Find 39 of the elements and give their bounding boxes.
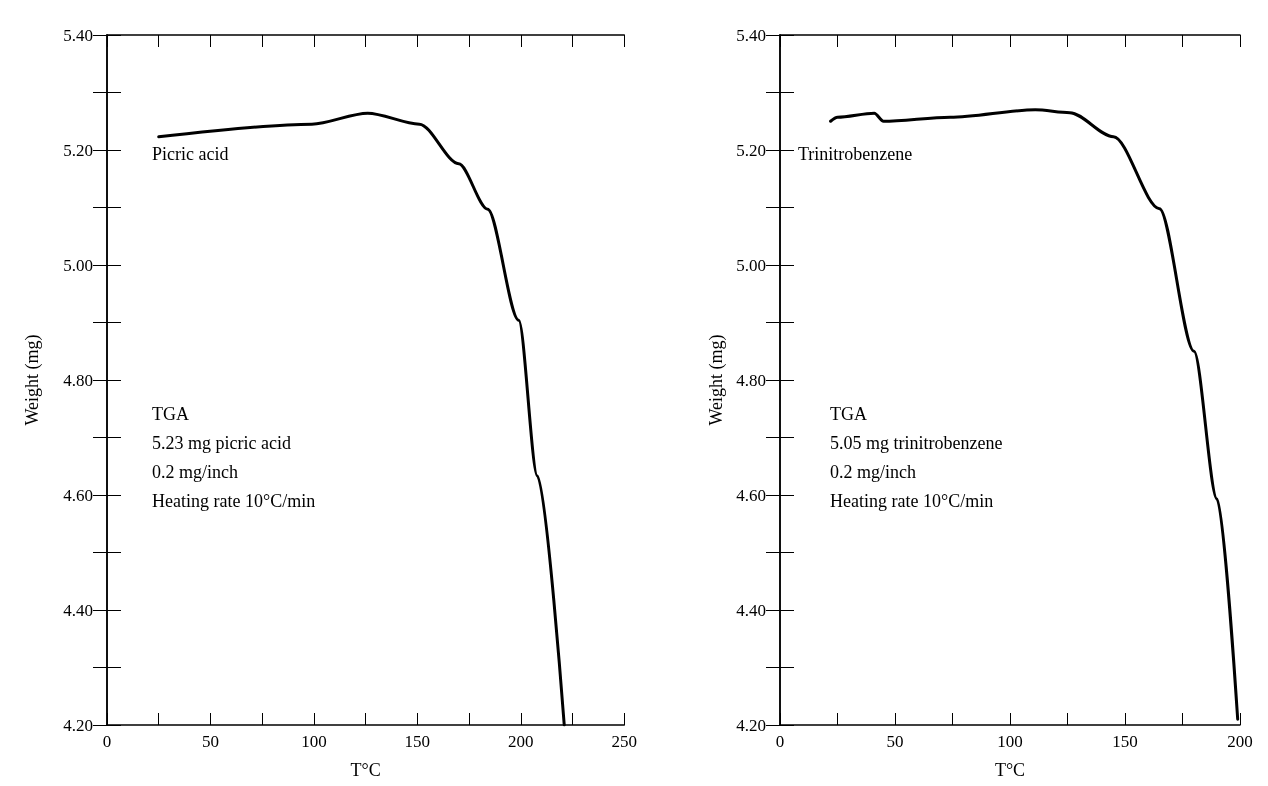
y-axis-title: Weight (mg) <box>706 334 728 426</box>
y-axis-title: Weight (mg) <box>22 334 43 426</box>
x-tick-label: 50 <box>886 732 904 751</box>
y-tick-label: 5.40 <box>63 25 93 45</box>
x-tick-label: 100 <box>301 732 327 751</box>
annotation: 5.23 mg picric acid <box>152 433 291 453</box>
y-tick-label: 4.20 <box>736 715 766 735</box>
y-tick-label: 5.20 <box>736 140 766 160</box>
x-tick-label: 0 <box>775 732 785 751</box>
annotation: Heating rate 10°C/min <box>152 491 316 511</box>
y-tick-label: 5.00 <box>63 255 93 275</box>
annotation: 0.2 mg/inch <box>830 462 916 482</box>
x-axis-title: T°C <box>994 760 1026 780</box>
series-label: Picric acid <box>152 144 229 164</box>
y-tick-label: 4.60 <box>736 485 766 505</box>
x-tick-label: 150 <box>1112 732 1138 751</box>
x-tick-label: 50 <box>201 732 219 751</box>
x-tick-label: 150 <box>404 732 431 751</box>
annotation: TGA <box>152 404 189 424</box>
y-tick-label: 4.80 <box>63 370 93 390</box>
x-tick-label: 100 <box>997 732 1023 751</box>
y-tick-label: 4.20 <box>63 715 93 735</box>
x-tick-label: 250 <box>611 732 637 751</box>
series-label: Trinitrobenzene <box>798 144 913 164</box>
annotation: 0.2 mg/inch <box>152 462 238 482</box>
y-tick-label: 5.20 <box>63 140 93 160</box>
annotation: 5.05 mg trinitrobenzene <box>830 433 1003 453</box>
y-tick-label: 4.40 <box>63 600 93 620</box>
y-tick-label: 4.80 <box>736 370 766 390</box>
x-tick-label: 200 <box>1227 732 1253 751</box>
y-tick-label: 5.40 <box>736 25 766 45</box>
x-tick-label: 0 <box>102 732 112 751</box>
annotation: TGA <box>830 404 867 424</box>
y-tick-label: 4.40 <box>736 600 766 620</box>
y-tick-label: 4.60 <box>63 485 93 505</box>
x-axis-title: T°C <box>350 760 381 780</box>
annotation: Heating rate 10°C/min <box>830 491 994 511</box>
y-tick-label: 5.00 <box>736 255 766 275</box>
x-tick-label: 200 <box>508 732 534 751</box>
